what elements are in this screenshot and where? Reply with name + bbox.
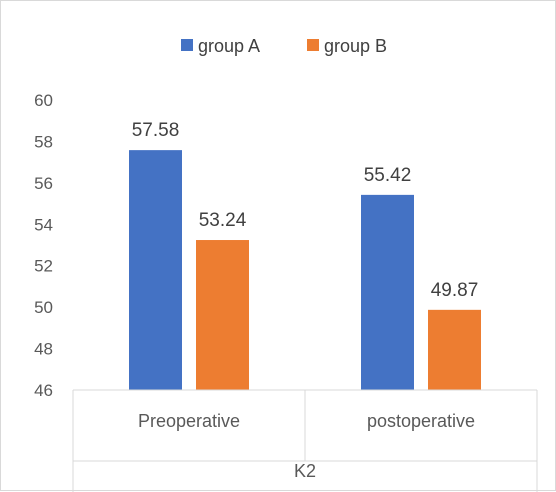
data-label: 55.42 [364,165,412,186]
bar [196,240,249,390]
legend-label: group A [198,36,260,56]
x-category-label: postoperative [367,411,475,431]
y-tick-label: 60 [34,91,53,110]
x-group-label: K2 [294,461,316,481]
x-axis: Preoperative postoperative K2 [72,389,538,492]
bars: 57.58 55.42 53.24 49.87 [129,120,481,390]
x-category-label: Preoperative [138,411,240,431]
data-label: 49.87 [431,280,479,301]
y-tick-label: 46 [34,381,53,400]
y-tick-label: 52 [34,257,53,276]
data-label: 57.58 [132,120,180,141]
data-label: 53.24 [199,210,247,231]
bar [361,194,414,390]
y-tick-label: 54 [34,215,53,234]
bar [129,150,182,390]
bar [428,309,481,390]
legend: group A group B [181,36,387,56]
y-tick-label: 50 [34,298,53,317]
legend-label: group B [324,36,387,56]
legend-swatch [307,39,319,51]
legend-swatch [181,39,193,51]
y-tick-label: 56 [34,174,53,193]
y-axis: 46 48 50 52 54 56 58 60 [34,91,53,400]
y-tick-label: 58 [34,132,53,151]
y-tick-label: 48 [34,340,53,359]
